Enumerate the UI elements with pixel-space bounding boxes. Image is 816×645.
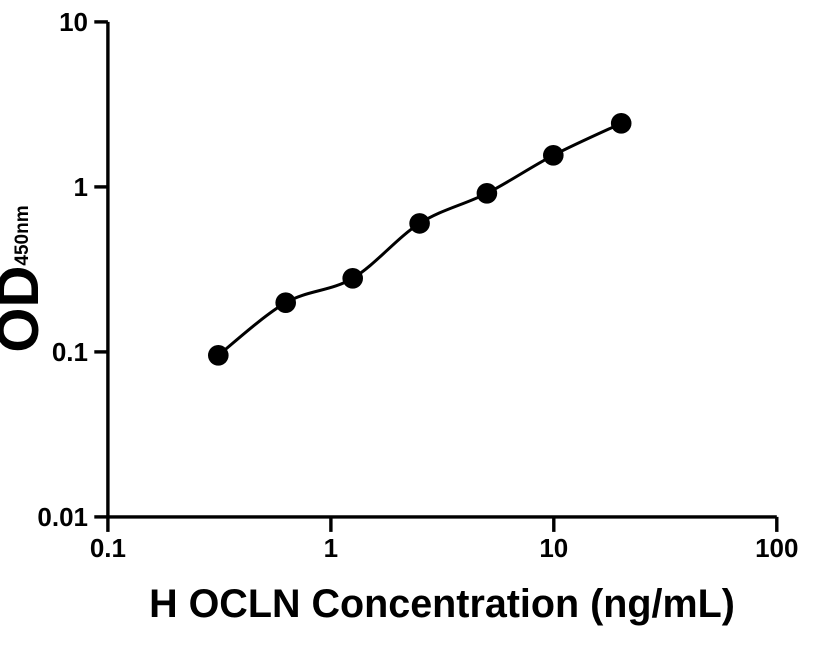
svg-text:10: 10 bbox=[59, 7, 88, 37]
svg-text:0.1: 0.1 bbox=[52, 337, 88, 367]
svg-text:1: 1 bbox=[74, 172, 88, 202]
svg-text:H OCLN Concentration (ng/mL): H OCLN Concentration (ng/mL) bbox=[149, 582, 735, 626]
svg-text:1: 1 bbox=[324, 533, 338, 563]
svg-text:0.1: 0.1 bbox=[90, 533, 126, 563]
svg-text:OD450nm: OD450nm bbox=[0, 205, 51, 352]
svg-text:0.01: 0.01 bbox=[37, 502, 88, 532]
svg-text:100: 100 bbox=[755, 533, 798, 563]
svg-text:10: 10 bbox=[539, 533, 568, 563]
